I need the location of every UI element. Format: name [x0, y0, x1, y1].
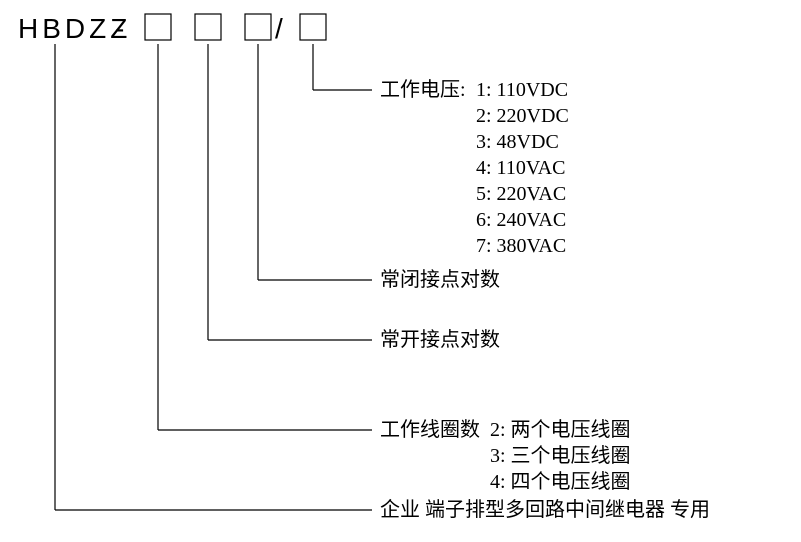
branch-label-nc: 常闭接点对数 — [380, 268, 500, 291]
placeholder-box-4 — [300, 14, 326, 40]
placeholder-box-2 — [195, 14, 221, 40]
voltage-option-6: 7: 380VAC — [476, 235, 566, 257]
voltage-option-1: 2: 220VDC — [476, 105, 569, 127]
branch-label-coil: 工作线圈数 — [380, 418, 480, 441]
branch-label-enterprise: 企业 端子排型多回路中间继电器 专用 — [380, 498, 710, 521]
voltage-option-4: 5: 220VAC — [476, 183, 566, 205]
branch-label-no: 常开接点对数 — [380, 328, 500, 351]
coil-option-0: 2: 两个电压线圈 — [490, 418, 631, 441]
voltage-option-0: 1: 110VDC — [476, 79, 568, 101]
placeholder-box-1 — [145, 14, 171, 40]
voltage-option-5: 6: 240VAC — [476, 209, 566, 231]
coil-option-2: 4: 四个电压线圈 — [490, 470, 631, 493]
code-separator-slash: / — [275, 13, 287, 44]
coil-option-1: 3: 三个电压线圈 — [490, 444, 631, 467]
branch-label-voltage: 工作电压: — [380, 78, 466, 101]
placeholder-box-3 — [245, 14, 271, 40]
code-separator: - — [115, 13, 128, 44]
voltage-option-2: 3: 48VDC — [476, 131, 559, 153]
voltage-option-3: 4: 110VAC — [476, 157, 565, 179]
